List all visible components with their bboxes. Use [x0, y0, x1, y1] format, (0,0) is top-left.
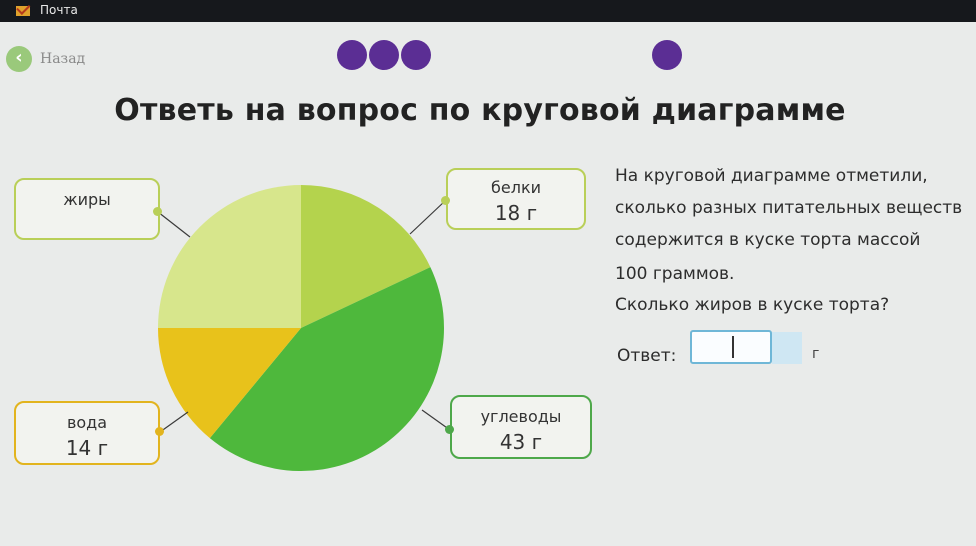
question-line-2: сколько разных питательных веществ	[615, 198, 963, 218]
answer-input[interactable]	[690, 330, 772, 364]
question-line-4: 100 граммов.	[615, 264, 735, 284]
proteins-leader-line	[409, 200, 446, 235]
pie-slice-белки	[301, 185, 431, 328]
carbs-value: 43 г	[499, 430, 543, 454]
carbs-label: углеводы	[480, 407, 562, 426]
proteins-connector	[441, 196, 450, 205]
page-title: Ответь на вопрос по круговой диаграмме	[114, 93, 846, 128]
fats-callout: жиры	[14, 178, 160, 240]
carbs-callout: углеводы 43 г	[450, 395, 592, 459]
mail-tab-label[interactable]: Почта	[40, 3, 78, 17]
text-caret	[732, 336, 734, 358]
water-value: 14 г	[65, 436, 109, 460]
proteins-label: белки	[491, 178, 541, 197]
fats-leader-line	[157, 211, 191, 238]
water-label: вода	[66, 413, 108, 432]
question-line-1: На круговой диаграмме отметили,	[615, 166, 928, 186]
chevron-left-icon: ‹	[6, 46, 32, 72]
proteins-callout: белки 18 г	[446, 168, 586, 230]
progress-dot-3	[401, 40, 431, 70]
pie-slice-жиры	[158, 185, 301, 328]
answer-unit: г	[812, 346, 820, 362]
pie-slice-вода	[158, 328, 301, 439]
answer-label: Ответ:	[617, 346, 677, 366]
question-line-3: содержится в куске торта массой	[615, 230, 921, 250]
fats-connector	[153, 207, 162, 216]
fats-label: жиры	[63, 190, 111, 209]
pie-slice-углеводы	[209, 267, 444, 471]
progress-dot-2	[369, 40, 399, 70]
carbs-connector	[445, 425, 454, 434]
question-line-5: Сколько жиров в куске торта?	[615, 295, 890, 315]
proteins-value: 18 г	[494, 201, 538, 225]
water-leader-line	[159, 411, 189, 433]
mail-icon	[16, 6, 30, 16]
progress-dot-4	[652, 40, 682, 70]
progress-dot-1	[337, 40, 367, 70]
browser-topbar: Почта	[0, 0, 976, 22]
back-button[interactable]: ‹ Назад	[6, 46, 85, 72]
answer-input-highlight	[772, 332, 802, 364]
water-callout: вода 14 г	[14, 401, 160, 465]
water-connector	[155, 427, 164, 436]
back-label: Назад	[40, 51, 86, 67]
